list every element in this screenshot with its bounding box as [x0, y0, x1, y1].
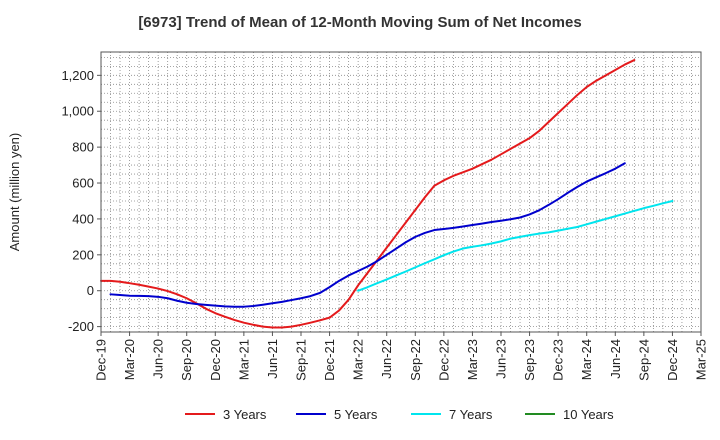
x-tick-label: Dec-24: [665, 339, 680, 381]
x-tick-label: Dec-19: [94, 339, 109, 381]
x-tick-label: Dec-23: [551, 339, 566, 381]
y-tick-label: 1,000: [61, 104, 94, 119]
x-tick-label: Jun-24: [608, 339, 623, 379]
x-tick-label: Sep-23: [522, 339, 537, 381]
x-tick-label: Jun-20: [151, 339, 166, 379]
x-tick-label: Mar-20: [122, 339, 137, 380]
chart-title: [6973] Trend of Mean of 12-Month Moving …: [138, 14, 582, 31]
y-tick-label: 400: [72, 211, 94, 226]
plot-frame: [100, 51, 702, 333]
x-tick-label: Jun-21: [265, 339, 280, 379]
x-tick-label: Jun-22: [379, 339, 394, 379]
y-tick-label: 600: [72, 176, 94, 191]
y-tick-label: 800: [72, 140, 94, 155]
y-tick-label: 0: [87, 283, 94, 298]
legend-label: 7 Years: [449, 407, 493, 422]
x-axis-ticks: Dec-19 Mar-20 Jun-20 Sep-20 Dec-20 Mar-21 Jun-…: [94, 332, 709, 381]
y-tick-label: -200: [68, 319, 94, 334]
x-tick-label: Mar-25: [694, 339, 709, 380]
x-tick-label: Jun-23: [494, 339, 509, 379]
x-tick-label: Mar-22: [351, 339, 366, 380]
x-tick-label: Mar-21: [236, 339, 251, 380]
legend: 3 Years 5 Years 7 Years 10 Years: [185, 407, 614, 422]
y-tick-label: 1,200: [61, 68, 94, 83]
series-line-5-years: [109, 162, 626, 308]
legend-label: 5 Years: [334, 407, 378, 422]
x-tick-label: Sep-24: [636, 339, 651, 381]
y-tick-label: 200: [72, 247, 94, 262]
x-tick-label: Mar-23: [465, 339, 480, 380]
series-line-3-years: [100, 59, 636, 329]
series-lines: [100, 59, 674, 329]
x-tick-label: Dec-22: [436, 339, 451, 381]
x-tick-label: Sep-20: [179, 339, 194, 381]
x-tick-label: Sep-21: [294, 339, 309, 381]
x-tick-label: Dec-20: [208, 339, 223, 381]
legend-label: 10 Years: [563, 407, 614, 422]
x-tick-label: Sep-22: [408, 339, 423, 381]
x-tick-label: Dec-21: [322, 339, 337, 381]
series-line-7-years: [357, 199, 674, 292]
legend-label: 3 Years: [223, 407, 267, 422]
y-axis-ticks: -200 0 200 400 600 800 1,000 1,200: [61, 68, 101, 334]
x-tick-label: Mar-24: [579, 339, 594, 380]
y-axis-label: Amount (million yen): [7, 133, 22, 252]
